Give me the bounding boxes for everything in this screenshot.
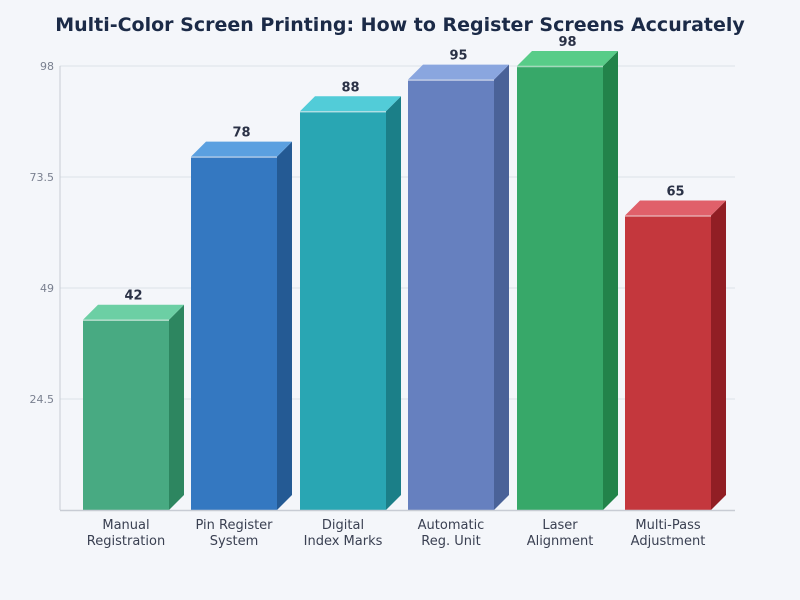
- x-tick-label: Multi-Pass: [635, 518, 700, 533]
- x-tick-label: Registration: [87, 534, 165, 549]
- bar-top: [517, 51, 618, 66]
- bar: 65: [625, 185, 726, 511]
- y-tick-label: 49: [40, 282, 54, 295]
- bar-front: [408, 79, 494, 511]
- x-tick-label: Digital: [322, 518, 364, 533]
- bar-front: [517, 66, 603, 510]
- value-label: 98: [558, 35, 576, 50]
- chart-title: Multi-Color Screen Printing: How to Regi…: [55, 14, 745, 36]
- x-tick-label: Manual: [102, 518, 149, 533]
- bar-side: [277, 141, 292, 510]
- x-tick-label: Pin Register: [195, 518, 273, 533]
- bar-top: [191, 141, 292, 157]
- bar-top: [408, 64, 509, 80]
- bar-side: [386, 96, 401, 510]
- bar-front: [191, 156, 277, 510]
- x-tick-label: Reg. Unit: [421, 534, 480, 549]
- bar-side: [494, 64, 509, 511]
- x-tick-label: Laser: [542, 518, 578, 533]
- bar: 98: [517, 35, 618, 510]
- y-axis: 24.5 49 73.5 98: [30, 60, 61, 510]
- y-tick-label: 24.5: [30, 393, 55, 406]
- bar-side: [711, 200, 726, 511]
- y-tick-label: 98: [40, 60, 54, 73]
- bar-front: [300, 111, 386, 510]
- bars: 42 78 88 95 98 65: [83, 35, 726, 511]
- bar-side: [603, 51, 618, 510]
- value-label: 88: [341, 80, 359, 95]
- bar: 88: [300, 80, 401, 510]
- x-tick-label: Alignment: [527, 534, 594, 549]
- x-tick-label: System: [210, 534, 258, 549]
- bar-top: [625, 200, 726, 216]
- value-label: 65: [666, 185, 684, 200]
- x-tick-label: Index Marks: [304, 534, 383, 549]
- bar: 42: [83, 289, 184, 510]
- bar: 95: [408, 49, 509, 511]
- x-tick-label: Automatic: [418, 518, 485, 533]
- value-label: 95: [449, 49, 467, 64]
- x-tick-label: Adjustment: [631, 534, 706, 549]
- bar-front: [83, 319, 169, 510]
- y-tick-label: 73.5: [30, 171, 55, 184]
- bar-side: [169, 304, 184, 510]
- bar-front: [625, 215, 711, 511]
- bar-top: [83, 304, 184, 320]
- bar: 78: [191, 126, 292, 510]
- value-label: 42: [124, 289, 142, 304]
- bar-top: [300, 96, 401, 112]
- value-label: 78: [232, 126, 250, 141]
